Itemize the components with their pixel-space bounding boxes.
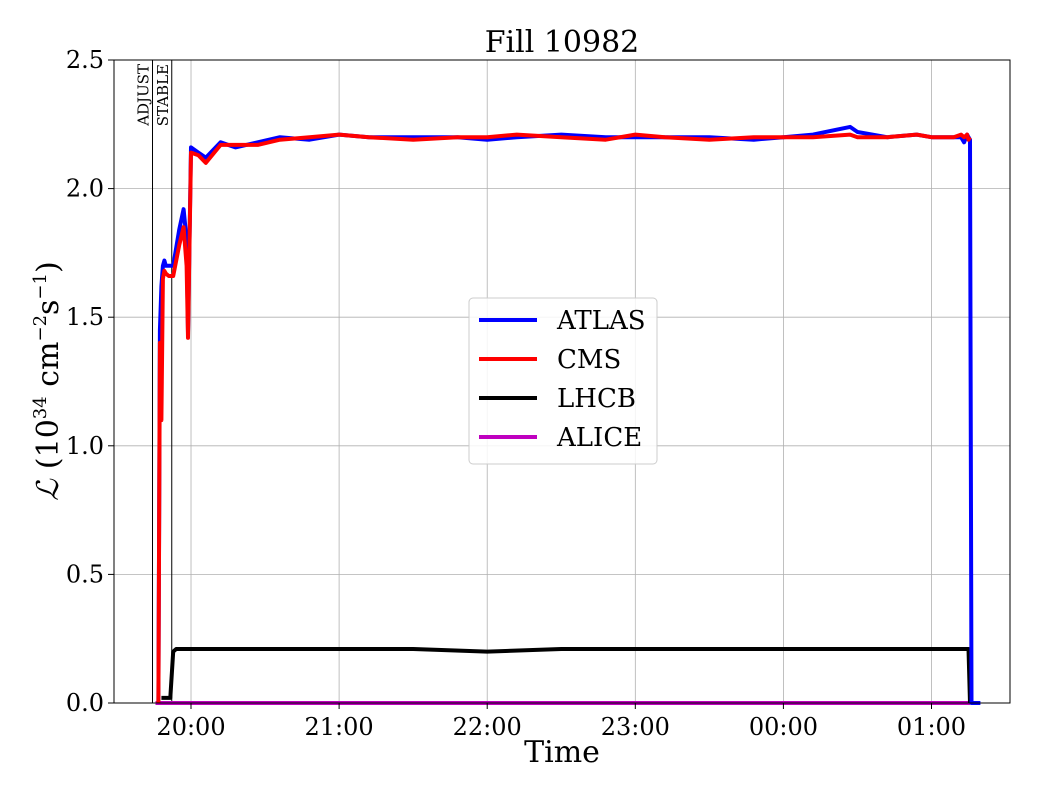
y-tick-label: 1.5	[66, 303, 104, 331]
x-tick-label: 20:00	[156, 713, 225, 741]
beam-mode-label: STABLE	[154, 64, 172, 126]
y-axis-ticks: 0.0 0.5 1.0 1.5 2.0 2.5	[66, 46, 114, 717]
series-line-cms	[156, 132, 972, 704]
beam-mode-lines: ADJUST STABLE	[135, 60, 173, 703]
x-tick-label: 00:00	[749, 713, 818, 741]
plot-frame	[113, 59, 1011, 704]
x-axis-label: Time	[524, 735, 600, 770]
y-tick-label: 0.0	[66, 689, 104, 717]
y-axis-label: ℒ(1034 cm−2s−1)	[30, 261, 66, 500]
x-tick-label: 21:00	[305, 713, 374, 741]
legend-label: ATLAS	[556, 306, 646, 336]
beam-mode-label: ADJUST	[135, 64, 153, 127]
x-tick-label: 23:00	[601, 713, 670, 741]
x-axis-ticks: 20:00 21:00 22:00 23:00 00:00 01:00	[156, 703, 966, 741]
chart-title: Fill 10982	[485, 25, 640, 60]
legend-label: CMS	[557, 345, 621, 375]
x-tick-label: 22:00	[453, 713, 522, 741]
legend-label: LHCB	[557, 384, 636, 414]
legend: ATLAS CMS LHCB ALICE	[468, 297, 658, 465]
y-tick-label: 2.0	[66, 175, 104, 203]
x-tick-label: 01:00	[897, 713, 966, 741]
y-tick-label: 1.0	[66, 432, 104, 460]
legend-label: ALICE	[556, 423, 642, 453]
y-tick-label: 2.5	[66, 46, 104, 74]
series-line-lhcb	[161, 647, 972, 704]
y-tick-label: 0.5	[66, 560, 104, 588]
y-axis-label-symbol: ℒ	[31, 478, 66, 501]
legend-box	[468, 297, 658, 465]
